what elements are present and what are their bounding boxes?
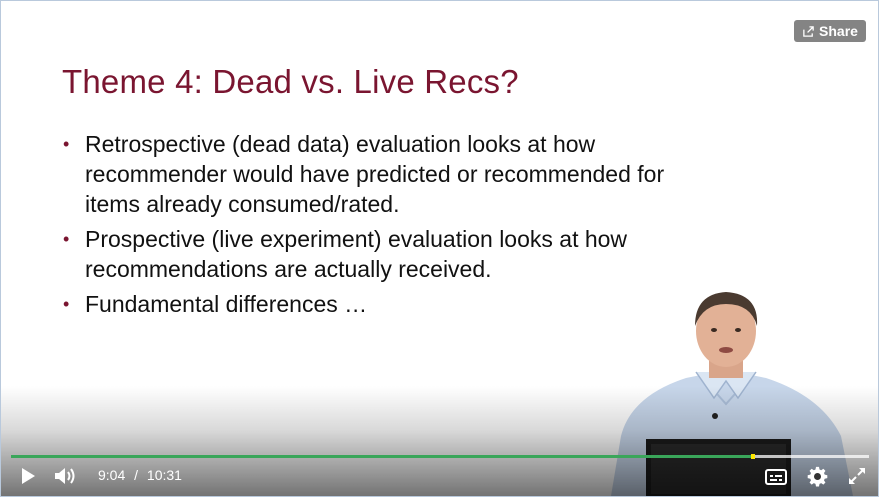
gear-icon[interactable] — [807, 466, 828, 487]
share-button[interactable]: Share — [794, 20, 866, 42]
time-display: 9:04 / 10:31 — [98, 467, 182, 483]
control-bar-background — [1, 386, 878, 496]
slide-bullet: • Fundamental differences … — [63, 289, 683, 319]
bullet-text: Fundamental differences … — [85, 291, 368, 317]
duration: 10:31 — [146, 467, 182, 483]
slide-bullet: • Prospective (live experiment) evaluati… — [63, 224, 683, 284]
current-time: 9:04 — [98, 467, 126, 483]
fullscreen-icon[interactable] — [847, 466, 867, 486]
progress-buffer — [750, 455, 869, 458]
progress-marker — [750, 454, 755, 459]
share-icon — [803, 25, 814, 37]
time-separator: / — [134, 467, 139, 483]
captions-icon[interactable] — [765, 469, 787, 485]
slide-bullet-list: • Retrospective (dead data) evaluation l… — [63, 129, 683, 324]
bullet-text: Retrospective (dead data) evaluation loo… — [85, 131, 665, 217]
play-icon[interactable] — [20, 467, 36, 485]
slide-bullet: • Retrospective (dead data) evaluation l… — [63, 129, 683, 219]
bullet-dot: • — [63, 294, 70, 314]
slide-title: Theme 4: Dead vs. Live Recs? — [62, 63, 519, 100]
bullet-dot: • — [63, 229, 70, 249]
volume-icon[interactable] — [53, 466, 77, 486]
bullet-text: Prospective (live experiment) evaluation… — [85, 226, 628, 282]
share-label: Share — [819, 23, 858, 39]
progress-bar[interactable] — [11, 454, 869, 459]
bullet-dot: • — [63, 134, 70, 154]
progress-fill — [11, 455, 751, 458]
